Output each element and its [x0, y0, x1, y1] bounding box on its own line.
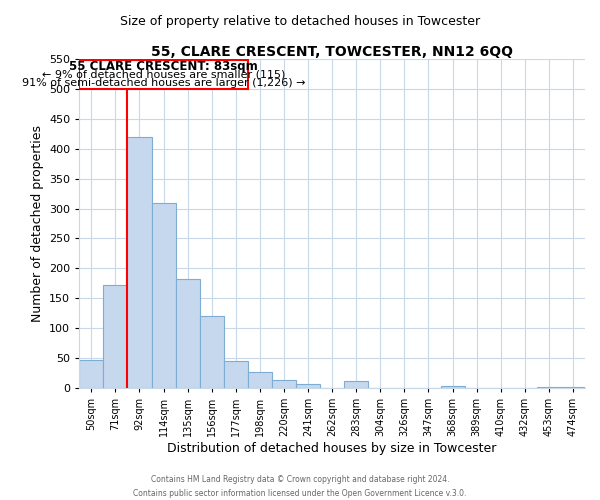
Text: 91% of semi-detached houses are larger (1,226) →: 91% of semi-detached houses are larger (…: [22, 78, 305, 88]
X-axis label: Distribution of detached houses by size in Towcester: Distribution of detached houses by size …: [167, 442, 497, 455]
Bar: [200, 316, 224, 388]
Text: Size of property relative to detached houses in Towcester: Size of property relative to detached ho…: [120, 14, 480, 28]
Y-axis label: Number of detached properties: Number of detached properties: [31, 125, 44, 322]
Bar: [127, 137, 151, 388]
Bar: [272, 380, 296, 388]
Bar: [296, 384, 320, 388]
Text: Contains HM Land Registry data © Crown copyright and database right 2024.
Contai: Contains HM Land Registry data © Crown c…: [133, 476, 467, 498]
Bar: [79, 60, 248, 89]
Bar: [344, 382, 368, 388]
Text: ← 9% of detached houses are smaller (115): ← 9% of detached houses are smaller (115…: [42, 70, 285, 80]
Bar: [537, 387, 561, 388]
Bar: [103, 284, 127, 388]
Bar: [224, 361, 248, 388]
Text: 55 CLARE CRESCENT: 83sqm: 55 CLARE CRESCENT: 83sqm: [69, 60, 258, 73]
Bar: [440, 386, 464, 388]
Bar: [151, 202, 176, 388]
Title: 55, CLARE CRESCENT, TOWCESTER, NN12 6QQ: 55, CLARE CRESCENT, TOWCESTER, NN12 6QQ: [151, 45, 513, 59]
Bar: [248, 372, 272, 388]
Bar: [561, 387, 585, 388]
Bar: [176, 278, 200, 388]
Bar: [79, 360, 103, 388]
